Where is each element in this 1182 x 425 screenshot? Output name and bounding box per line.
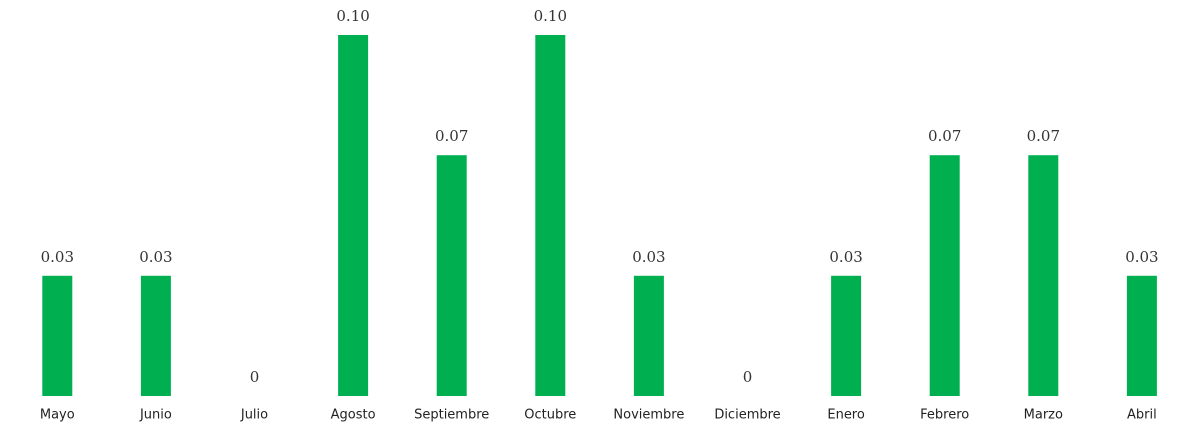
x-tick-label: Enero bbox=[827, 408, 865, 423]
x-tick-label: Marzo bbox=[1024, 408, 1063, 423]
value-label: 0 bbox=[250, 368, 260, 386]
value-label: 0.10 bbox=[336, 7, 369, 25]
x-tick-label: Septiembre bbox=[414, 408, 489, 423]
value-label: 0 bbox=[743, 368, 753, 386]
x-tick-label: Noviembre bbox=[613, 408, 684, 423]
bar bbox=[831, 275, 862, 396]
value-label: 0.03 bbox=[41, 248, 74, 266]
value-label: 0.07 bbox=[928, 127, 961, 145]
x-tick-label: Abril bbox=[1127, 408, 1157, 423]
bar bbox=[633, 275, 664, 396]
value-label: 0.03 bbox=[1125, 248, 1158, 266]
x-tick-label: Julio bbox=[240, 408, 268, 423]
value-label: 0.03 bbox=[139, 248, 172, 266]
bar bbox=[1028, 155, 1059, 396]
bar bbox=[929, 155, 960, 396]
x-tick-label: Junio bbox=[139, 408, 172, 423]
value-label: 0.03 bbox=[829, 248, 862, 266]
x-tick-label: Diciembre bbox=[714, 408, 780, 423]
bar bbox=[140, 275, 171, 396]
value-label: 0.10 bbox=[534, 7, 567, 25]
bar bbox=[1126, 275, 1157, 396]
bar bbox=[436, 155, 467, 396]
x-tick-label: Agosto bbox=[331, 408, 376, 423]
value-label: 0.07 bbox=[435, 127, 468, 145]
bar bbox=[338, 35, 369, 396]
x-tick-label: Mayo bbox=[40, 408, 75, 423]
bar bbox=[535, 35, 566, 396]
value-label: 0.03 bbox=[632, 248, 665, 266]
bar bbox=[42, 275, 73, 396]
x-tick-label: Octubre bbox=[524, 408, 576, 423]
x-tick-label: Febrero bbox=[920, 408, 969, 423]
value-label: 0.07 bbox=[1027, 127, 1060, 145]
